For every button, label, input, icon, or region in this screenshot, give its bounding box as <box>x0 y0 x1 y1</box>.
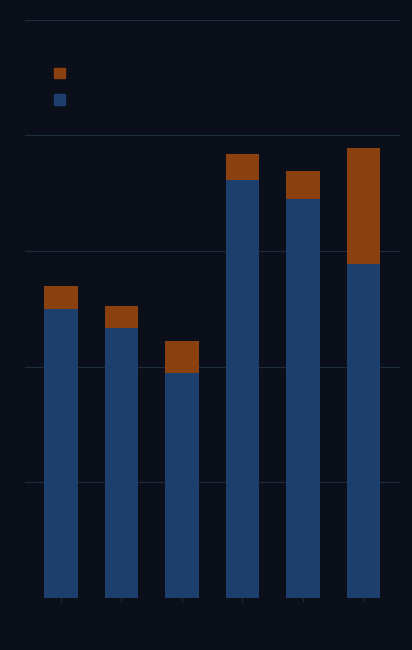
Bar <box>347 264 380 598</box>
Bar <box>226 155 259 180</box>
Legend: , : , <box>54 67 76 107</box>
Bar <box>105 328 138 598</box>
Bar <box>165 373 199 598</box>
Bar <box>347 148 380 264</box>
Bar <box>105 306 138 328</box>
Bar <box>44 309 77 598</box>
Bar <box>226 180 259 598</box>
Bar <box>286 200 320 598</box>
Bar <box>44 286 77 309</box>
Bar <box>286 170 320 200</box>
Bar <box>165 341 199 373</box>
